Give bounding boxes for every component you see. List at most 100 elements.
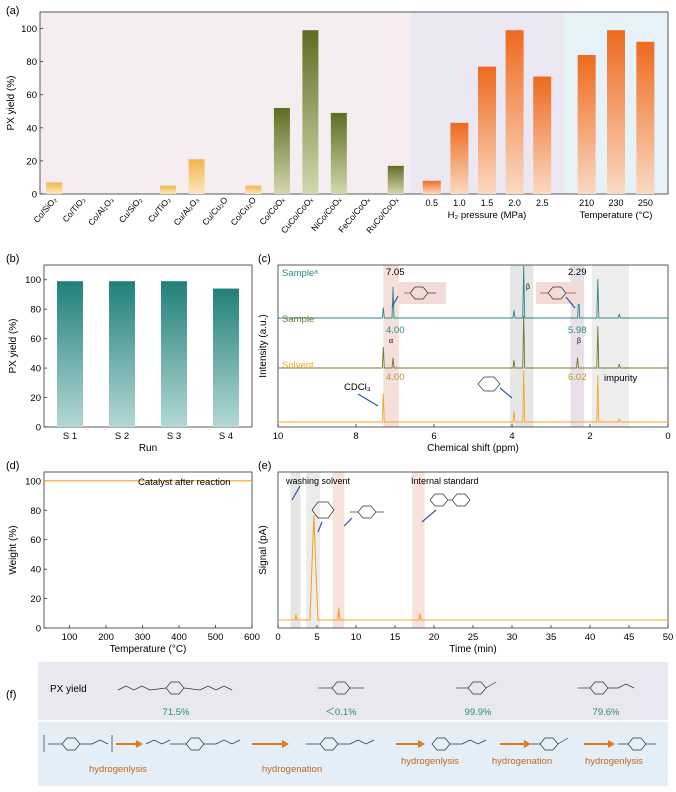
b-ytick-4: 80 (30, 305, 41, 316)
d-xtick-5: 600 (244, 632, 260, 643)
chart-d: 0 20 40 60 80 100 100 200 300 400 500 600 Catalyst … (8, 471, 260, 655)
e-band-1 (306, 472, 321, 628)
b-ytick-0: 0 (36, 423, 41, 434)
e-xtick-7: 35 (546, 632, 557, 643)
c-annot-400b: 4.00 (386, 372, 405, 383)
e-band-2 (332, 472, 345, 628)
a-ytick-1: 20 (26, 156, 37, 167)
e-line-0 (278, 514, 668, 621)
toluene-structure-icon (398, 282, 446, 304)
c-annot-229: 2.29 (568, 267, 587, 278)
e-xtick-3: 15 (390, 632, 401, 643)
a-bar-temperature-0 (577, 55, 596, 194)
b-xlabel: Run (139, 443, 157, 454)
c-annot-beta1: β (526, 284, 530, 291)
a-xtick-catalyst-3: Cu/SiO₂ (117, 195, 144, 225)
e-xtick-10: 50 (663, 632, 674, 643)
d-ytick-1: 20 (30, 594, 41, 605)
c-xtick-3: 4 (509, 431, 514, 442)
e-xtick-6: 30 (507, 632, 518, 643)
b-xtick-0: S 1 (63, 431, 77, 442)
chart-e: 0 5 10 15 20 25 30 35 40 45 50 washing solvent Int… (258, 471, 674, 655)
e-xtick-4: 20 (429, 632, 440, 643)
d-ytick-3: 60 (30, 535, 41, 546)
c-xtick-0: 10 (273, 431, 284, 442)
a-xlabel-pressure: H₂ pressure (MPa) (448, 210, 527, 221)
a-xtick-pressure-0: 0.5 (426, 198, 439, 208)
a-bar-temperature-1 (607, 30, 625, 195)
e-band-3 (412, 472, 425, 628)
d-legend: Catalyst after reaction (138, 477, 230, 488)
e-annot-internal: Internal standard (411, 476, 479, 486)
f-step-2: hydrogenation (262, 764, 322, 775)
a-xtick-catalyst-4: Cu/TiO₂ (146, 195, 173, 224)
d-xlabel: Temperature (°C) (110, 644, 187, 655)
f-step-1: hydrogenlysis (89, 764, 147, 775)
panel-label-b: (b) (6, 253, 19, 265)
c-band-1 (510, 265, 534, 427)
panel-label-c: (c) (258, 253, 271, 265)
pathway-molecules-icon (145, 737, 656, 751)
b-ytick-2: 40 (30, 364, 41, 375)
a-bar-catalyst-7 (245, 185, 262, 194)
a-xtick-catalyst-2: Co/Al₂O₃ (86, 195, 116, 228)
b-ytick-1: 20 (30, 393, 41, 404)
b-ytick-3: 60 (30, 334, 41, 345)
b-xtick-2: S 3 (167, 431, 181, 442)
a-xlabel-temperature: Temperature (°C) (580, 210, 653, 221)
ethyl-toluate-structure-icon (578, 681, 635, 695)
toluene-structure-icon (350, 505, 384, 519)
a-bar-pressure-0 (422, 180, 441, 194)
dioxane-structure-icon (477, 376, 501, 392)
d-ytick-4: 80 (30, 506, 41, 517)
c-annot-beta2: β (577, 338, 581, 345)
b-bar-2 (161, 281, 187, 427)
a-xtick-catalyst-6: Cu/Cu₂O (200, 195, 230, 228)
scheme-row1-bg (38, 662, 668, 720)
b-ylabel: PX yield (%) (8, 318, 19, 373)
biphenyl-structure-icon (429, 493, 471, 507)
panel-label-a: (a) (6, 5, 19, 17)
a-bar-temperature-2 (636, 41, 655, 195)
c-annot-400a: 4.00 (386, 325, 405, 336)
f-yield-4: 79.6% (593, 707, 620, 718)
a-bar-catalyst-10 (330, 112, 347, 194)
d-xtick-1: 200 (98, 632, 114, 643)
c-series-label-sample: Sample (282, 314, 314, 325)
panel-label-e: (e) (258, 460, 271, 472)
c-annot-alpha2: α (389, 338, 393, 345)
a-xtick-catalyst-7: Co/Cu₂O (228, 195, 258, 228)
f-yield-3: 99.9% (465, 707, 492, 718)
a-bar-catalyst-12 (387, 165, 404, 194)
e-xlabel: Time (min) (449, 644, 496, 655)
f-yield-2: ＜0.1% (325, 707, 357, 718)
a-bar-pressure-2 (478, 66, 496, 194)
a-bar-pressure-3 (505, 30, 524, 195)
d-xtick-2: 300 (135, 632, 151, 643)
d-xtick-0: 100 (62, 632, 78, 643)
c-series-label-solvent: Solvent (282, 360, 314, 371)
c-xtick-2: 6 (431, 431, 436, 442)
scheme-f: PX yield 71.5% ＜0.1% 99.9% 79.6% (38, 662, 668, 786)
c-annot-598: 5.98 (568, 325, 587, 336)
a-xtick-temperature-2: 250 (638, 198, 653, 208)
arrow-icons (116, 740, 615, 748)
a-bar-catalyst-9 (302, 30, 319, 195)
b-ytick-5: 100 (25, 275, 41, 286)
pxylene-structure-icon (536, 282, 582, 304)
panel-label-d: (d) (6, 460, 19, 472)
b-xtick-1: S 2 (115, 431, 129, 442)
c-annot-705: 7.05 (386, 267, 405, 278)
d-ytick-5: 100 (25, 476, 41, 487)
d-ytick-0: 0 (36, 624, 41, 635)
e-band-0 (290, 472, 301, 628)
c-spectrum-2 (278, 369, 668, 423)
bg-catalyst (40, 12, 410, 194)
a-xtick-catalyst-8: Co/CoOₓ (257, 195, 286, 227)
c-annot-cdcl3: CDCl₃ (344, 382, 371, 393)
pet-structure-icon (43, 735, 113, 752)
a-ytick-0: 0 (32, 190, 37, 201)
f-row1-title: PX yield (50, 684, 87, 695)
b-bar-1 (109, 281, 135, 427)
